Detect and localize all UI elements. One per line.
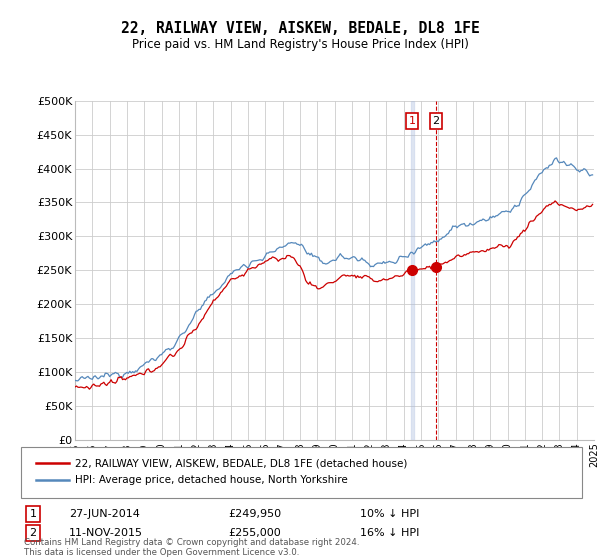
Text: 1: 1	[29, 509, 37, 519]
Text: Price paid vs. HM Land Registry's House Price Index (HPI): Price paid vs. HM Land Registry's House …	[131, 38, 469, 50]
Text: 2: 2	[29, 528, 37, 538]
Text: 16% ↓ HPI: 16% ↓ HPI	[360, 528, 419, 538]
Text: HPI: Average price, detached house, North Yorkshire: HPI: Average price, detached house, Nort…	[75, 475, 348, 485]
Text: £249,950: £249,950	[228, 509, 281, 519]
Text: 10% ↓ HPI: 10% ↓ HPI	[360, 509, 419, 519]
Text: 1: 1	[409, 116, 416, 126]
Text: Contains HM Land Registry data © Crown copyright and database right 2024.
This d: Contains HM Land Registry data © Crown c…	[24, 538, 359, 557]
Text: 11-NOV-2015: 11-NOV-2015	[69, 528, 143, 538]
Text: 27-JUN-2014: 27-JUN-2014	[69, 509, 140, 519]
Text: 2: 2	[433, 116, 439, 126]
Text: 22, RAILWAY VIEW, AISKEW, BEDALE, DL8 1FE (detached house): 22, RAILWAY VIEW, AISKEW, BEDALE, DL8 1F…	[75, 458, 407, 468]
Text: £255,000: £255,000	[228, 528, 281, 538]
Bar	[411, 101, 413, 440]
Text: 22, RAILWAY VIEW, AISKEW, BEDALE, DL8 1FE: 22, RAILWAY VIEW, AISKEW, BEDALE, DL8 1F…	[121, 21, 479, 36]
